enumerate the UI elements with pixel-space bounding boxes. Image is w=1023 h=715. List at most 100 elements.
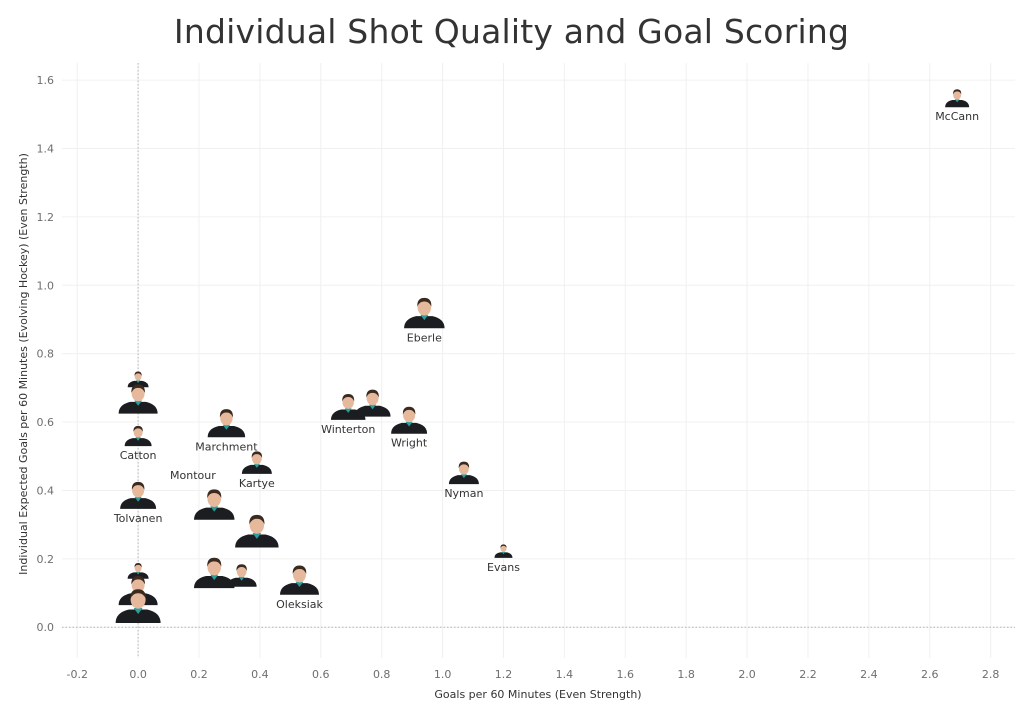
player-point <box>226 564 257 587</box>
chart-title: Individual Shot Quality and Goal Scoring <box>173 12 850 51</box>
jersey-collar <box>238 576 245 581</box>
head-shape <box>342 395 354 409</box>
player-point <box>945 89 970 108</box>
hair-shape <box>130 589 146 599</box>
hair-shape <box>131 384 145 393</box>
player-point <box>120 481 157 509</box>
x-tick-label: 2.6 <box>921 668 939 681</box>
hair-shape <box>292 565 307 575</box>
player-point <box>193 557 235 589</box>
head-shape <box>132 483 145 498</box>
data-points <box>115 89 970 623</box>
player-label: Oleksiak <box>276 598 323 611</box>
head-shape <box>207 490 221 507</box>
head-shape <box>236 565 247 578</box>
x-axis-ticks: -0.2 0.0 0.2 0.4 0.6 0.8 1.0 1.2 1.4 1.6 1.8 2.0 2.2… <box>66 668 999 681</box>
x-tick-label: 0.6 <box>312 668 330 681</box>
hair-shape <box>952 89 962 95</box>
y-tick-label: 1.6 <box>37 74 55 87</box>
jersey-collar <box>501 551 506 555</box>
x-tick-label: 2.8 <box>982 668 1000 681</box>
head-shape <box>251 452 262 465</box>
y-axis-title: Individual Expected Goals per 60 Minutes… <box>17 153 30 575</box>
hair-shape <box>207 557 222 567</box>
jersey-collar <box>210 574 219 581</box>
jersey-collar <box>135 437 141 441</box>
hair-shape <box>134 371 142 377</box>
point-labels: McCann Eberle Marchment Winterton Wright Catt… <box>113 110 979 611</box>
jersey-shape <box>115 609 161 623</box>
grid-lines <box>62 63 1015 658</box>
player-label: McCann <box>935 110 979 123</box>
x-tick-label: -0.2 <box>66 668 87 681</box>
x-tick-label: 1.4 <box>556 668 574 681</box>
jersey-collar <box>253 463 260 468</box>
x-tick-label: 1.0 <box>434 668 452 681</box>
hair-shape <box>251 451 263 458</box>
player-label: Eberle <box>407 331 442 344</box>
x-tick-label: 0.4 <box>251 668 269 681</box>
y-tick-label: 0.0 <box>37 621 55 634</box>
head-shape <box>292 566 306 583</box>
jersey-shape <box>391 422 428 434</box>
x-tick-label: 1.6 <box>617 668 635 681</box>
player-label: Montour <box>170 469 216 482</box>
y-tick-label: 0.4 <box>37 484 55 497</box>
x-axis-title: Goals per 60 Minutes (Even Strength) <box>434 688 641 701</box>
x-tick-label: 1.8 <box>677 668 695 681</box>
player-label: Tolvanen <box>113 512 163 525</box>
head-shape <box>500 544 507 553</box>
head-shape <box>134 563 142 573</box>
player-point <box>235 514 279 548</box>
hair-shape <box>134 562 142 568</box>
jersey-shape <box>945 100 970 108</box>
jersey-shape <box>235 534 279 548</box>
head-shape <box>403 407 416 423</box>
head-shape <box>131 577 145 593</box>
player-point <box>193 489 235 520</box>
head-shape <box>366 390 379 406</box>
jersey-collar <box>133 607 143 614</box>
jersey-collar <box>420 314 429 321</box>
hair-shape <box>458 461 470 469</box>
hair-shape <box>131 481 145 490</box>
player-point <box>118 384 158 414</box>
player-point <box>115 589 161 623</box>
player-point <box>448 461 479 485</box>
jersey-collar <box>460 474 467 479</box>
x-tick-label: 2.2 <box>799 668 817 681</box>
jersey-collar <box>222 424 231 430</box>
player-point <box>279 565 319 595</box>
hair-shape <box>131 575 145 585</box>
player-label: Evans <box>487 561 520 574</box>
jersey-shape <box>226 577 257 587</box>
player-label: Marchment <box>195 440 258 453</box>
head-shape <box>417 299 432 316</box>
jersey-shape <box>354 405 391 417</box>
hair-shape <box>366 389 379 398</box>
player-point <box>207 409 246 438</box>
player-point <box>127 371 149 388</box>
jersey-collar <box>252 533 262 539</box>
x-tick-label: 2.4 <box>860 668 878 681</box>
hair-shape <box>500 544 507 549</box>
y-axis-ticks: 0.0 0.2 0.4 0.6 0.8 1.0 1.2 1.4 1.6 <box>37 74 55 634</box>
jersey-shape <box>120 498 157 509</box>
y-tick-label: 1.4 <box>37 142 55 155</box>
head-shape <box>131 385 145 402</box>
jersey-shape <box>127 572 149 579</box>
player-point <box>391 406 428 434</box>
jersey-shape <box>494 552 513 558</box>
jersey-collar <box>295 581 304 588</box>
x-tick-label: 0.8 <box>373 668 391 681</box>
hair-shape <box>342 393 355 402</box>
jersey-shape <box>207 426 246 438</box>
jersey-collar <box>134 496 142 502</box>
hair-shape <box>236 564 247 571</box>
y-tick-label: 0.8 <box>37 348 55 361</box>
jersey-shape <box>279 583 319 595</box>
player-label: Wright <box>391 437 428 450</box>
head-shape <box>458 462 469 475</box>
jersey-shape <box>193 576 235 589</box>
